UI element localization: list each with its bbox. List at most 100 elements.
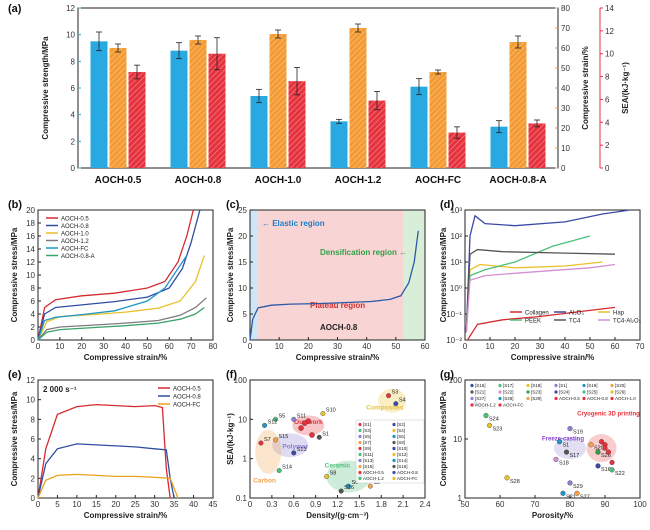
panel-e-ytick-label: 8 [31,415,36,424]
panel-g-ytick-label: 10 [453,435,462,444]
panel-f-legend-label: [S4] [397,428,405,433]
panel-g-legend-marker [582,390,586,394]
panel-e-series-line [37,443,175,499]
panel-a-bar-sea [128,72,146,168]
panel-a-category-label: AOCH-1.0 [255,175,302,186]
panel-d-xtick-label: 60 [611,342,620,351]
panel-g-point-label: S22 [615,471,625,477]
panel-g-legend-label: [S19] [587,383,598,388]
panel-a-strength-y-axis-title: Compressive strength/MPa [41,36,50,140]
panel-d-xtick-label: 50 [586,342,595,351]
panel-g-legend-label: AOCH-0.5 [559,396,580,401]
panel-a-strain-ytick-label: 60 [561,44,570,53]
panel-f-point-label: S15 [279,434,289,440]
panel-a-category-label: AOCH-0.8 [175,175,222,186]
panel-f-data-point [276,468,282,473]
panel-f-data-point [393,401,399,407]
panel-c-ytick-label: 15 [238,258,247,267]
panel-g-legend-label: [S21] [475,390,486,395]
panel-f-legend-label: [S14] [397,458,408,463]
panel-b-series-line [37,255,188,341]
panel-b-series-line [37,255,205,341]
panel-d-xtick-label: 70 [636,342,645,351]
panel-f-point-label: S16 [344,485,354,491]
panel-g-annotation: Cryogenic 3D printing [577,412,640,418]
panel-g-annotation: Freeze-casting [542,436,584,442]
panel-e-ytick-label: 12 [26,376,35,385]
panel-f-xtick-label: 1.5 [354,500,366,509]
panel-b-ytick-label: 10 [26,271,35,280]
panel-d-ytick-label: 10¹ [450,258,462,267]
panel-f-group-label: Polymer [282,444,308,451]
panel-d-legend-label: PEEK [525,319,541,325]
panel-f-data-point [258,440,264,446]
panel-g-legend-label: [S20] [615,383,626,388]
panel-f-point-label: S3 [392,390,399,396]
panel-a-plot-frame [77,7,559,169]
panel-g-legend-marker [498,390,502,394]
panel-b-xtick-label: 80 [209,342,218,351]
panel-g-data-point [553,456,559,463]
panel-e-xtick-label: 40 [189,500,198,509]
panel-g-legend-marker [582,396,586,401]
panel-f-data-point [386,393,391,399]
panel-g-legend-label: [S18] [531,383,542,388]
panel-g-point-label: S23 [493,426,503,432]
panel-a-left-ytick-label: 2 [71,137,76,146]
panel-f-data-point [273,416,278,422]
panel-g-legend-marker [526,396,530,401]
panel-a-sea-ytick-label: 14 [605,4,614,13]
panel-g-legend-label: AOCH-0.8 [587,396,608,401]
panel-f-point-label: S8 [330,471,337,477]
panel-d-ytick-label: 10⁻¹ [446,310,462,319]
panel-g-ytick-label: 1 [458,494,463,503]
panel-g-point-label: S19 [573,430,583,436]
panel-d-xtick-label: 20 [511,342,520,351]
panel-f-panel-label: (f) [226,369,237,381]
panel-b-ytick-label: 4 [31,310,36,319]
panel-a-bar-sea [208,53,226,168]
panel-f-legend-label: [S1] [363,422,371,427]
panel-g-legend-marker [610,383,614,388]
panel-d-xtick-label: 0 [463,342,468,351]
panel-g-group-region [554,437,586,460]
panel-d-ytick-label: 10³ [450,206,462,215]
panel-f-xtick-label: 1.2 [332,500,344,509]
panel-e-xtick-label: 45 [209,500,218,509]
panel-a-bar-sea [368,100,386,168]
panel-f-data-point [291,450,297,456]
panel-g-y-axis-title: Compressive stress/MPa [439,391,448,486]
panel-b-xtick-label: 0 [36,342,41,351]
panel-f-group-label: Composites [366,404,404,411]
panel-d-ytick-label: 10⁰ [450,284,462,293]
panel-f-data-point [316,434,322,440]
panel-d-xtick-label: 30 [536,342,545,351]
panel-g-legend-marker [470,383,474,388]
panel-f-legend-label: [S3] [363,428,371,433]
panel-g-data-point [486,422,493,428]
panel-g-legend-label: [S16] [475,383,486,388]
panel-g-point-label: S26 [601,453,611,459]
panel-f-legend-label: AOCH-FC [397,476,418,481]
panel-g-data-point [483,412,489,419]
panel-b-legend-label: AOCH-FC [61,247,89,253]
panel-g-point-label: S24 [489,417,499,423]
panel-c-ytick-label: 5 [243,310,248,319]
panel-a-strain-ytick-label: 10 [561,144,570,153]
panel-f-data-point [309,432,315,438]
panel-e-ytick-label: 0 [31,494,36,503]
panel-g-point-label: S1 [563,443,570,449]
panel-a-category-label: AOCH-1.2 [335,175,382,186]
panel-e-xtick-label: 30 [150,500,159,509]
panel-f-point-label: S10 [326,408,336,414]
panel-a-bar-strain [189,40,207,168]
panel-e-ytick-label: 2 [31,474,36,483]
panel-f-legend-label: [S6] [397,434,405,439]
panel-c-ytick-label: 20 [238,232,247,241]
panel-a-bar-sea [528,123,546,168]
panel-a-bar-strain [269,34,287,168]
panel-d-series-line [466,306,616,341]
panel-d-series-line [465,248,616,333]
panel-b-series-line [37,297,207,341]
panel-d-panel-label: (d) [440,199,454,211]
